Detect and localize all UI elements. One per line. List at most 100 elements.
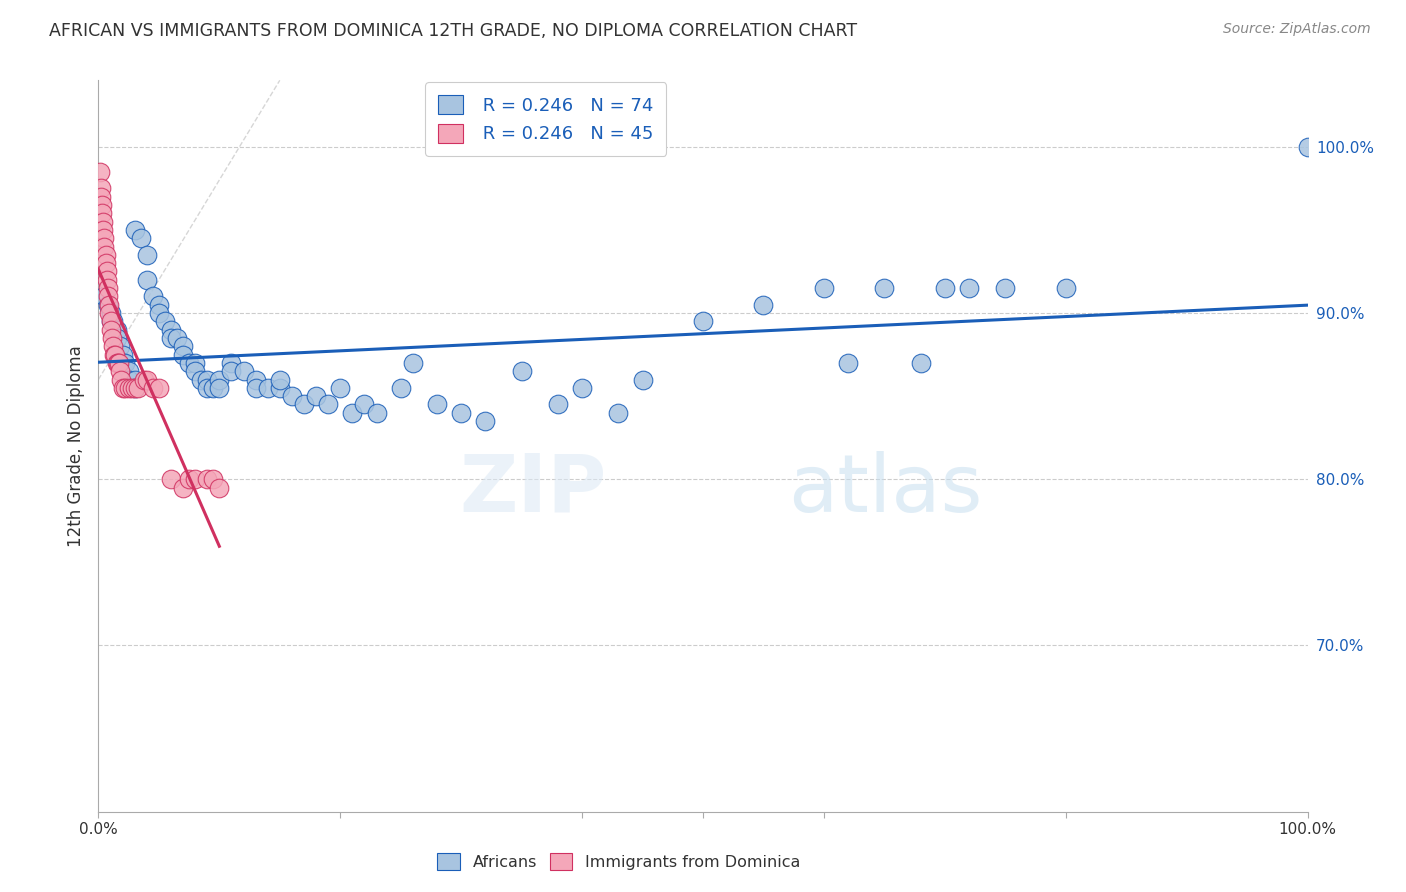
Legend: Africans, Immigrants from Dominica: Africans, Immigrants from Dominica xyxy=(430,847,807,877)
Point xyxy=(245,372,267,386)
Point xyxy=(94,248,117,262)
Point xyxy=(934,281,956,295)
Point xyxy=(208,381,231,395)
Point xyxy=(105,323,128,337)
Point xyxy=(107,356,129,370)
Point xyxy=(172,348,194,362)
Point xyxy=(873,281,896,295)
Point xyxy=(353,397,375,411)
Point xyxy=(245,381,267,395)
Point xyxy=(813,281,835,295)
Point xyxy=(607,406,630,420)
Point xyxy=(292,397,315,411)
Point xyxy=(100,306,122,320)
Point xyxy=(124,381,146,395)
Point xyxy=(108,356,131,370)
Point xyxy=(752,298,775,312)
Point xyxy=(179,472,201,486)
Point xyxy=(232,364,254,378)
Point xyxy=(190,372,212,386)
Point xyxy=(108,339,131,353)
Point xyxy=(994,281,1017,295)
Point xyxy=(184,364,207,378)
Point xyxy=(142,381,165,395)
Point xyxy=(208,481,231,495)
Point xyxy=(202,472,225,486)
Point xyxy=(329,381,352,395)
Point xyxy=(195,381,218,395)
Point xyxy=(910,356,932,370)
Point xyxy=(148,306,170,320)
Legend:  R = 0.246   N = 74,  R = 0.246   N = 45: R = 0.246 N = 74, R = 0.246 N = 45 xyxy=(425,82,666,156)
Point xyxy=(172,339,194,353)
Point xyxy=(269,381,291,395)
Point xyxy=(124,223,146,237)
Point xyxy=(89,165,111,179)
Point xyxy=(98,298,121,312)
Text: Source: ZipAtlas.com: Source: ZipAtlas.com xyxy=(1223,22,1371,37)
Point xyxy=(100,314,122,328)
Point xyxy=(118,364,141,378)
Point xyxy=(571,381,593,395)
Point xyxy=(124,381,146,395)
Point xyxy=(221,356,243,370)
Point xyxy=(90,181,112,195)
Point xyxy=(148,298,170,312)
Point xyxy=(118,381,141,395)
Point xyxy=(153,314,176,328)
Point xyxy=(135,248,157,262)
Point xyxy=(474,414,496,428)
Point xyxy=(91,206,114,220)
Point xyxy=(631,372,654,386)
Point xyxy=(91,198,114,212)
Point xyxy=(202,381,225,395)
Point xyxy=(105,356,128,370)
Point xyxy=(108,364,131,378)
Point xyxy=(957,281,980,295)
Point xyxy=(101,339,124,353)
Point xyxy=(97,289,120,303)
Point xyxy=(93,289,115,303)
Point xyxy=(389,381,412,395)
Point xyxy=(135,273,157,287)
Point xyxy=(426,397,449,411)
Point xyxy=(1054,281,1077,295)
Point xyxy=(93,239,115,253)
Point xyxy=(402,356,425,370)
Point xyxy=(127,381,149,395)
Point xyxy=(142,289,165,303)
Text: AFRICAN VS IMMIGRANTS FROM DOMINICA 12TH GRADE, NO DIPLOMA CORRELATION CHART: AFRICAN VS IMMIGRANTS FROM DOMINICA 12TH… xyxy=(49,22,858,40)
Point xyxy=(96,264,118,278)
Point xyxy=(172,481,194,495)
Point xyxy=(184,356,207,370)
Point xyxy=(96,273,118,287)
Point xyxy=(195,372,218,386)
Point xyxy=(281,389,304,403)
Point xyxy=(221,364,243,378)
Point xyxy=(179,356,201,370)
Point xyxy=(100,314,122,328)
Point xyxy=(111,348,134,362)
Point xyxy=(97,281,120,295)
Point xyxy=(160,323,183,337)
Point xyxy=(100,323,122,337)
Point xyxy=(104,348,127,362)
Point xyxy=(148,381,170,395)
Point xyxy=(110,372,132,386)
Point xyxy=(366,406,388,420)
Point xyxy=(97,298,120,312)
Point xyxy=(208,372,231,386)
Point xyxy=(129,231,152,245)
Point xyxy=(547,397,569,411)
Point xyxy=(305,389,328,403)
Point xyxy=(837,356,859,370)
Point xyxy=(316,397,339,411)
Point xyxy=(184,472,207,486)
Point xyxy=(111,356,134,370)
Point xyxy=(342,406,364,420)
Point xyxy=(256,381,278,395)
Y-axis label: 12th Grade, No Diploma: 12th Grade, No Diploma xyxy=(66,345,84,547)
Point xyxy=(105,331,128,345)
Point xyxy=(692,314,714,328)
Point xyxy=(90,189,112,203)
